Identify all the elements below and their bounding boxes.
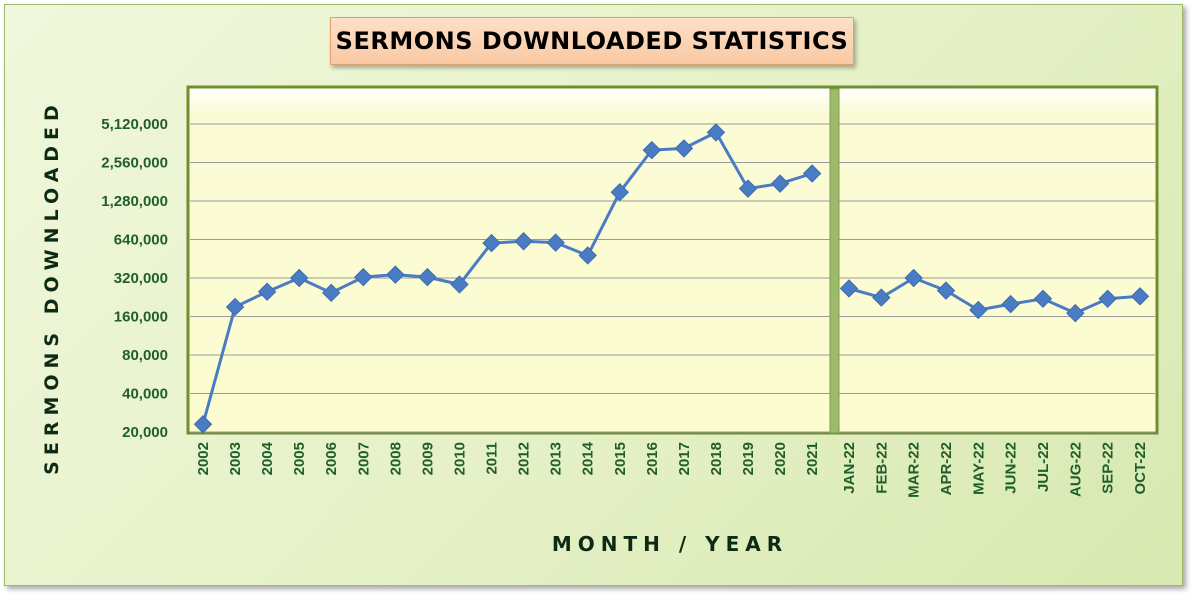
x-tick-label: 2015 [612, 442, 629, 475]
data-point [839, 279, 859, 298]
x-tick-label: 2021 [804, 442, 821, 475]
x-tick-label: JAN-22 [841, 442, 858, 494]
x-tick-label: 2003 [227, 442, 244, 475]
data-point [418, 267, 437, 287]
x-tick-label: 2008 [387, 442, 404, 475]
x-tick-label: JUL-22 [1035, 442, 1052, 492]
data-point [354, 267, 373, 287]
data-point [802, 164, 822, 183]
y-tick-label: 40,000 [122, 386, 168, 403]
data-point [546, 233, 565, 252]
x-tick-label: 2012 [516, 442, 533, 475]
data-point [770, 174, 790, 193]
x-tick-label: 2002 [195, 442, 212, 475]
data-point [738, 179, 758, 198]
x-tick-label: 2007 [355, 442, 372, 475]
y-tick-label: 160,000 [114, 309, 168, 326]
x-tick-label: MAY-22 [970, 442, 987, 495]
x-tick-label: OCT-22 [1132, 442, 1149, 495]
x-tick-label: 2014 [580, 441, 597, 475]
data-point [1098, 289, 1117, 309]
x-tick-label: 2016 [644, 442, 661, 475]
data-point [514, 232, 533, 251]
data-point [257, 282, 277, 301]
x-tick-label: FEB-22 [873, 442, 890, 494]
x-tick-label: 2006 [323, 442, 340, 475]
data-point [642, 140, 662, 160]
data-point [1066, 303, 1085, 323]
data-point [322, 283, 341, 303]
x-axis-title: MONTH / YEAR [551, 532, 789, 556]
data-point [578, 246, 597, 265]
y-tick-label: 20,000 [122, 424, 168, 441]
y-tick-label: 2,560,000 [101, 155, 168, 172]
data-point [225, 297, 245, 317]
data-point [872, 288, 891, 307]
data-point [1033, 289, 1053, 309]
x-tick-label: 2009 [419, 442, 436, 475]
x-tick-label: 2005 [291, 442, 308, 475]
data-point [193, 415, 213, 434]
x-tick-label: JUN-22 [1003, 442, 1020, 494]
data-point [904, 268, 923, 288]
x-tick-label: MAR-22 [906, 442, 923, 498]
x-tick-label: 2011 [484, 442, 501, 475]
y-tick-label: 5,120,000 [101, 116, 168, 133]
y-axis-title: SERMONS DOWNLOADED [41, 99, 63, 475]
panel-divider [829, 88, 840, 434]
x-tick-label: 2018 [708, 442, 725, 475]
data-point [706, 123, 726, 142]
y-tick-label: 80,000 [122, 347, 168, 364]
x-tick-label: 2019 [740, 442, 757, 475]
data-point [610, 182, 629, 202]
data-point [386, 265, 405, 284]
data-point [450, 275, 469, 294]
y-tick-label: 640,000 [114, 232, 168, 249]
data-point [1130, 287, 1150, 306]
x-tick-label: 2010 [451, 442, 468, 475]
x-tick-label: SEP-22 [1100, 442, 1117, 494]
y-tick-label: 1,280,000 [101, 193, 168, 210]
x-tick-label: 2017 [676, 442, 693, 475]
data-point [969, 300, 988, 320]
data-point [289, 268, 309, 288]
x-tick-label: AUG-22 [1067, 442, 1084, 497]
data-point [482, 233, 501, 253]
series-line-months [848, 276, 1141, 315]
x-tick-label: 2020 [772, 442, 789, 475]
data-point [936, 281, 956, 300]
data-point [674, 139, 694, 158]
chart-title: SERMONS DOWNLOADED STATISTICS [330, 17, 854, 65]
x-tick-label: 2004 [259, 441, 276, 475]
x-tick-label: 2013 [548, 442, 565, 475]
plot-area [186, 85, 1159, 435]
data-point [1001, 294, 1020, 314]
x-tick-label: APR-22 [938, 442, 955, 495]
y-tick-label: 320,000 [114, 270, 168, 287]
